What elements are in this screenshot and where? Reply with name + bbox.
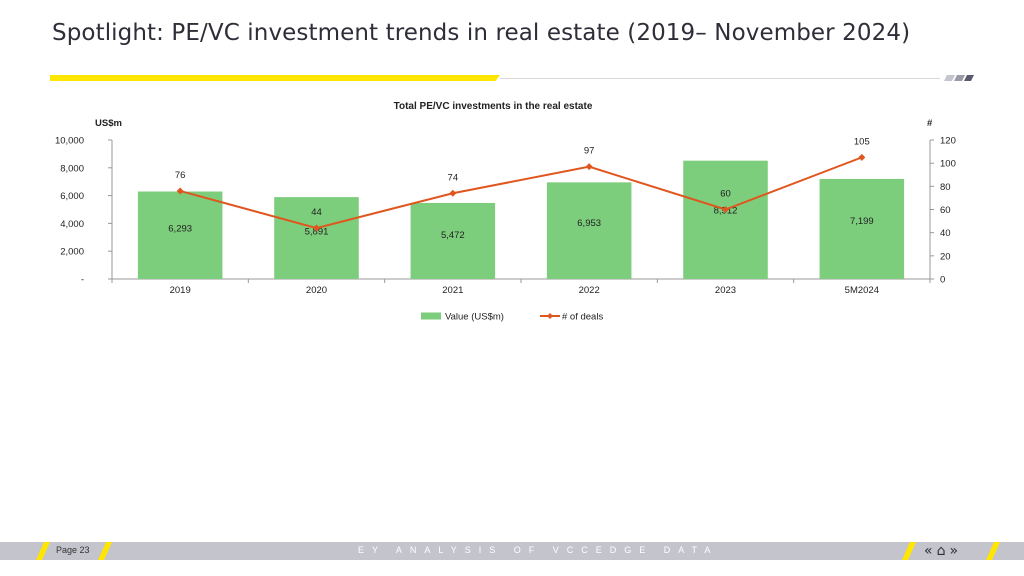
y2-tick-label: 0: [940, 275, 945, 286]
line-data-label: 97: [584, 146, 595, 157]
footer-bar: Page 23 EY ANALYSIS OF VCCEDGE DATA « ⌂ …: [0, 542, 1024, 560]
bar: [274, 197, 359, 279]
deal-point: [858, 153, 866, 161]
bar: [683, 160, 768, 279]
title-underline-rule: [500, 78, 940, 79]
slide-title: Spotlight: PE/VC investment trends in re…: [52, 20, 911, 46]
x-tick-label: 2021: [442, 285, 463, 296]
y2-tick-label: 60: [940, 205, 951, 216]
legend-swatch-bar: [421, 312, 441, 320]
bar-data-label: 6,293: [168, 223, 192, 234]
home-icon[interactable]: ⌂: [936, 543, 946, 559]
chart-container: Total PE/VC investments in the real esta…: [0, 90, 1024, 330]
footer-tagline: EY ANALYSIS OF VCCEDGE DATA: [358, 545, 719, 555]
footer-slash-nav-icon: [902, 542, 916, 560]
line-data-label: 60: [720, 189, 731, 200]
footer-slash-right-icon: [98, 542, 112, 560]
line-data-label: 74: [448, 172, 459, 183]
x-tick-label: 2019: [170, 285, 191, 296]
deal-point: [313, 224, 320, 232]
bar-data-label: 5,891: [305, 227, 329, 238]
y2-tick-label: 20: [940, 251, 951, 262]
y2-tick-label: 100: [940, 159, 956, 170]
y2-axis-label: #: [927, 118, 933, 129]
y-axis-label: US$m: [95, 118, 122, 129]
y2-tick-label: 80: [940, 182, 951, 193]
bar: [546, 182, 632, 279]
y-tick-label: 6,000: [60, 191, 84, 202]
x-tick-label: 5M2024: [845, 285, 879, 296]
y-tick-label: 4,000: [60, 219, 84, 230]
y-tick-label: 10,000: [55, 136, 84, 147]
bar: [137, 191, 223, 279]
footer-slash-left-icon: [36, 542, 50, 560]
legend-swatch-marker: [547, 313, 553, 319]
deal-point: [449, 189, 457, 197]
decorative-slashes-icon: [944, 75, 974, 81]
bar-data-label: 5,472: [441, 230, 465, 241]
chart-title: Total PE/VC investments in the real esta…: [394, 101, 593, 112]
deal-point: [176, 187, 184, 195]
bar: [410, 202, 496, 279]
y2-tick-label: 40: [940, 228, 951, 239]
line-data-label: 76: [175, 170, 186, 181]
footer-slash-end-icon: [986, 542, 1000, 560]
legend-label-bar: Value (US$m): [445, 312, 504, 323]
bar: [819, 178, 905, 279]
double-chevron-left-icon[interactable]: «: [924, 543, 933, 559]
bar-data-label: 6,953: [577, 218, 601, 229]
deals-line: [179, 156, 863, 230]
title-underline-accent: [50, 75, 500, 81]
footer-navigation: « ⌂ »: [924, 542, 984, 560]
y-tick-label: 2,000: [60, 247, 84, 258]
x-tick-label: 2023: [715, 285, 736, 296]
x-tick-label: 2020: [306, 285, 327, 296]
page-number: Page 23: [56, 545, 90, 555]
line-data-label: 44: [311, 207, 322, 218]
y2-tick-label: 120: [940, 136, 956, 147]
legend-label-line: # of deals: [562, 312, 603, 323]
deal-point: [722, 206, 729, 213]
y-tick-label: -: [81, 275, 84, 286]
y-tick-label: 8,000: [60, 163, 84, 174]
bar-data-label: 7,199: [850, 216, 874, 227]
deal-point: [585, 163, 593, 171]
line-data-label: 105: [854, 136, 870, 147]
double-chevron-right-icon[interactable]: »: [949, 543, 959, 559]
x-tick-label: 2022: [579, 285, 600, 296]
investment-chart: Total PE/VC investments in the real esta…: [55, 101, 956, 323]
